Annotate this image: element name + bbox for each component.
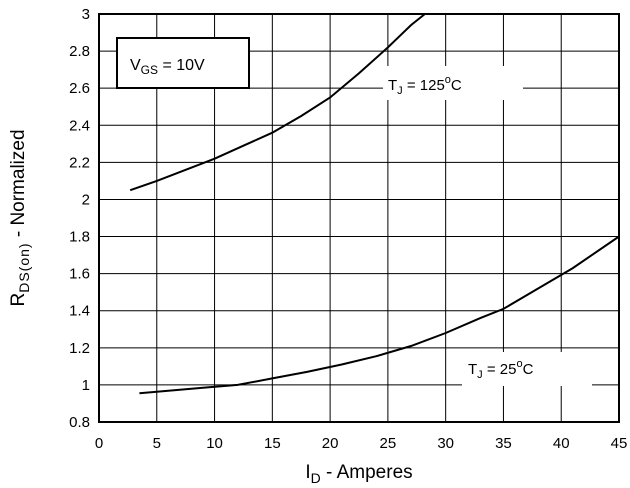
x-tick-label: 5 [153,435,161,452]
series-label-25c: TJ = 25oC [462,352,592,386]
y-tick-label: 2.2 [69,154,90,171]
x-tick-label: 25 [380,435,397,452]
y-tick-label: 2.8 [69,43,90,60]
x-tick-label: 0 [95,435,103,452]
y-tick-label: 0.8 [69,414,90,431]
series-line-125c [129,13,426,192]
x-tick-labels: 0 5 10 15 20 25 30 35 40 45 [95,435,628,452]
y-tick-label: 2.4 [69,117,90,134]
x-tick-label: 35 [495,435,512,452]
condition-box-frame [116,37,250,89]
series-label-125c: TJ = 125oC [383,66,523,100]
y-tick-label: 1.4 [69,303,90,320]
x-tick-label: 10 [206,435,223,452]
y-tick-label: 1.6 [69,266,90,283]
series-line-25c [139,235,620,395]
x-tick-label: 40 [553,435,570,452]
plot-frame [98,13,620,423]
x-tick-label: 15 [264,435,281,452]
y-axis-title: RDS(on) - Normalized [8,129,32,306]
series-label-125c-text: TJ = 125oC [388,74,462,97]
y-tick-label: 2.6 [69,80,90,97]
x-axis-title: ID - Amperes [305,462,412,486]
y-tick-labels: 0.8 1 1.2 1.4 1.6 1.8 2 2.2 2.4 2.6 2.8 3 [69,6,90,431]
x-tick-label: 30 [437,435,454,452]
y-tick-label: 2 [82,191,90,208]
series-label-25c-text: TJ = 25oC [468,358,534,381]
series-group [129,13,620,395]
condition-box: VGS = 10V [116,37,250,89]
y-tick-label: 1.8 [69,229,90,246]
y-tick-label: 1 [82,377,90,394]
x-tick-label: 20 [322,435,339,452]
x-tick-label: 45 [611,435,628,452]
y-tick-label: 1.2 [69,340,90,357]
y-tick-label: 3 [82,6,90,23]
condition-box-label: VGS = 10V [130,57,205,77]
